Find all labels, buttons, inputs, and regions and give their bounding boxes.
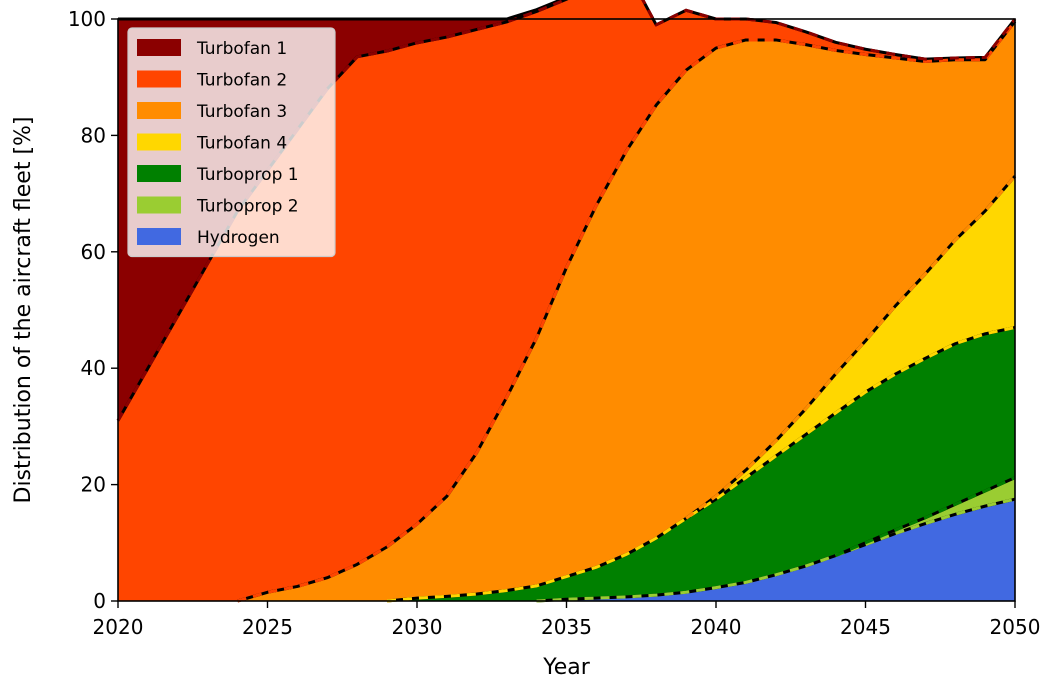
boundary-dash-turboprop-2 [835,476,1016,557]
x-tick-label: 2025 [242,615,293,639]
y-tick-label: 20 [81,473,106,497]
legend-label-turbofan-3: Turbofan 3 [196,102,287,122]
legend-label-turbofan-2: Turbofan 2 [196,71,287,91]
x-tick-label: 2045 [840,615,891,639]
y-tick-label: 40 [81,356,106,380]
x-tick-label: 2030 [392,615,443,639]
area-turbofan-4 [118,176,1015,601]
boundary-dash-turbofan-3 [237,20,1017,603]
y-tick-label: 100 [68,7,106,31]
x-axis-ticks: 2020 2025 2030 2035 2040 2045 2050 [93,601,1041,639]
area-turbofan-3 [118,21,1015,601]
legend-swatch-turbofan-4 [137,133,181,151]
boundary-dash-turbofan-4 [685,175,1017,520]
y-tick-label: 80 [81,123,106,147]
legend-swatch-turbofan-3 [137,102,181,119]
x-tick-label: 2020 [93,615,144,639]
x-tick-label: 2035 [541,615,592,639]
legend-label-turbofan-1: Turbofan 1 [196,39,287,59]
boundary-dash-hydrogen [536,497,1016,603]
y-axis-ticks: 0 20 40 60 80 100 [68,7,118,613]
area-hydrogen [118,499,1015,601]
legend: Turbofan 1 Turbofan 2 Turbofan 3 Turbofan 4… [127,27,336,258]
legend-label-turboprop-2: Turboprop 2 [196,197,299,217]
x-tick-label: 2050 [990,615,1041,639]
y-axis-label: Distribution of the aircraft fleet [%] [11,116,36,503]
legend-label-hydrogen: Hydrogen [197,228,280,248]
legend-label-turbofan-4: Turbofan 4 [196,134,287,154]
y-tick-label: 0 [93,589,106,613]
legend-swatch-turboprop-1 [137,165,181,182]
y-tick-label: 60 [81,240,106,264]
legend-swatch-hydrogen [137,228,181,245]
area-turboprop-1 [118,327,1015,601]
legend-label-turboprop-1: Turboprop 1 [196,165,299,185]
area-turbofan-2 [118,0,1015,601]
x-tick-label: 2040 [691,615,742,639]
x-axis-label: Year [542,655,591,680]
legend-swatch-turbofan-1 [137,39,181,56]
legend-swatch-turboprop-2 [137,196,181,214]
legend-swatch-turbofan-2 [137,70,181,88]
